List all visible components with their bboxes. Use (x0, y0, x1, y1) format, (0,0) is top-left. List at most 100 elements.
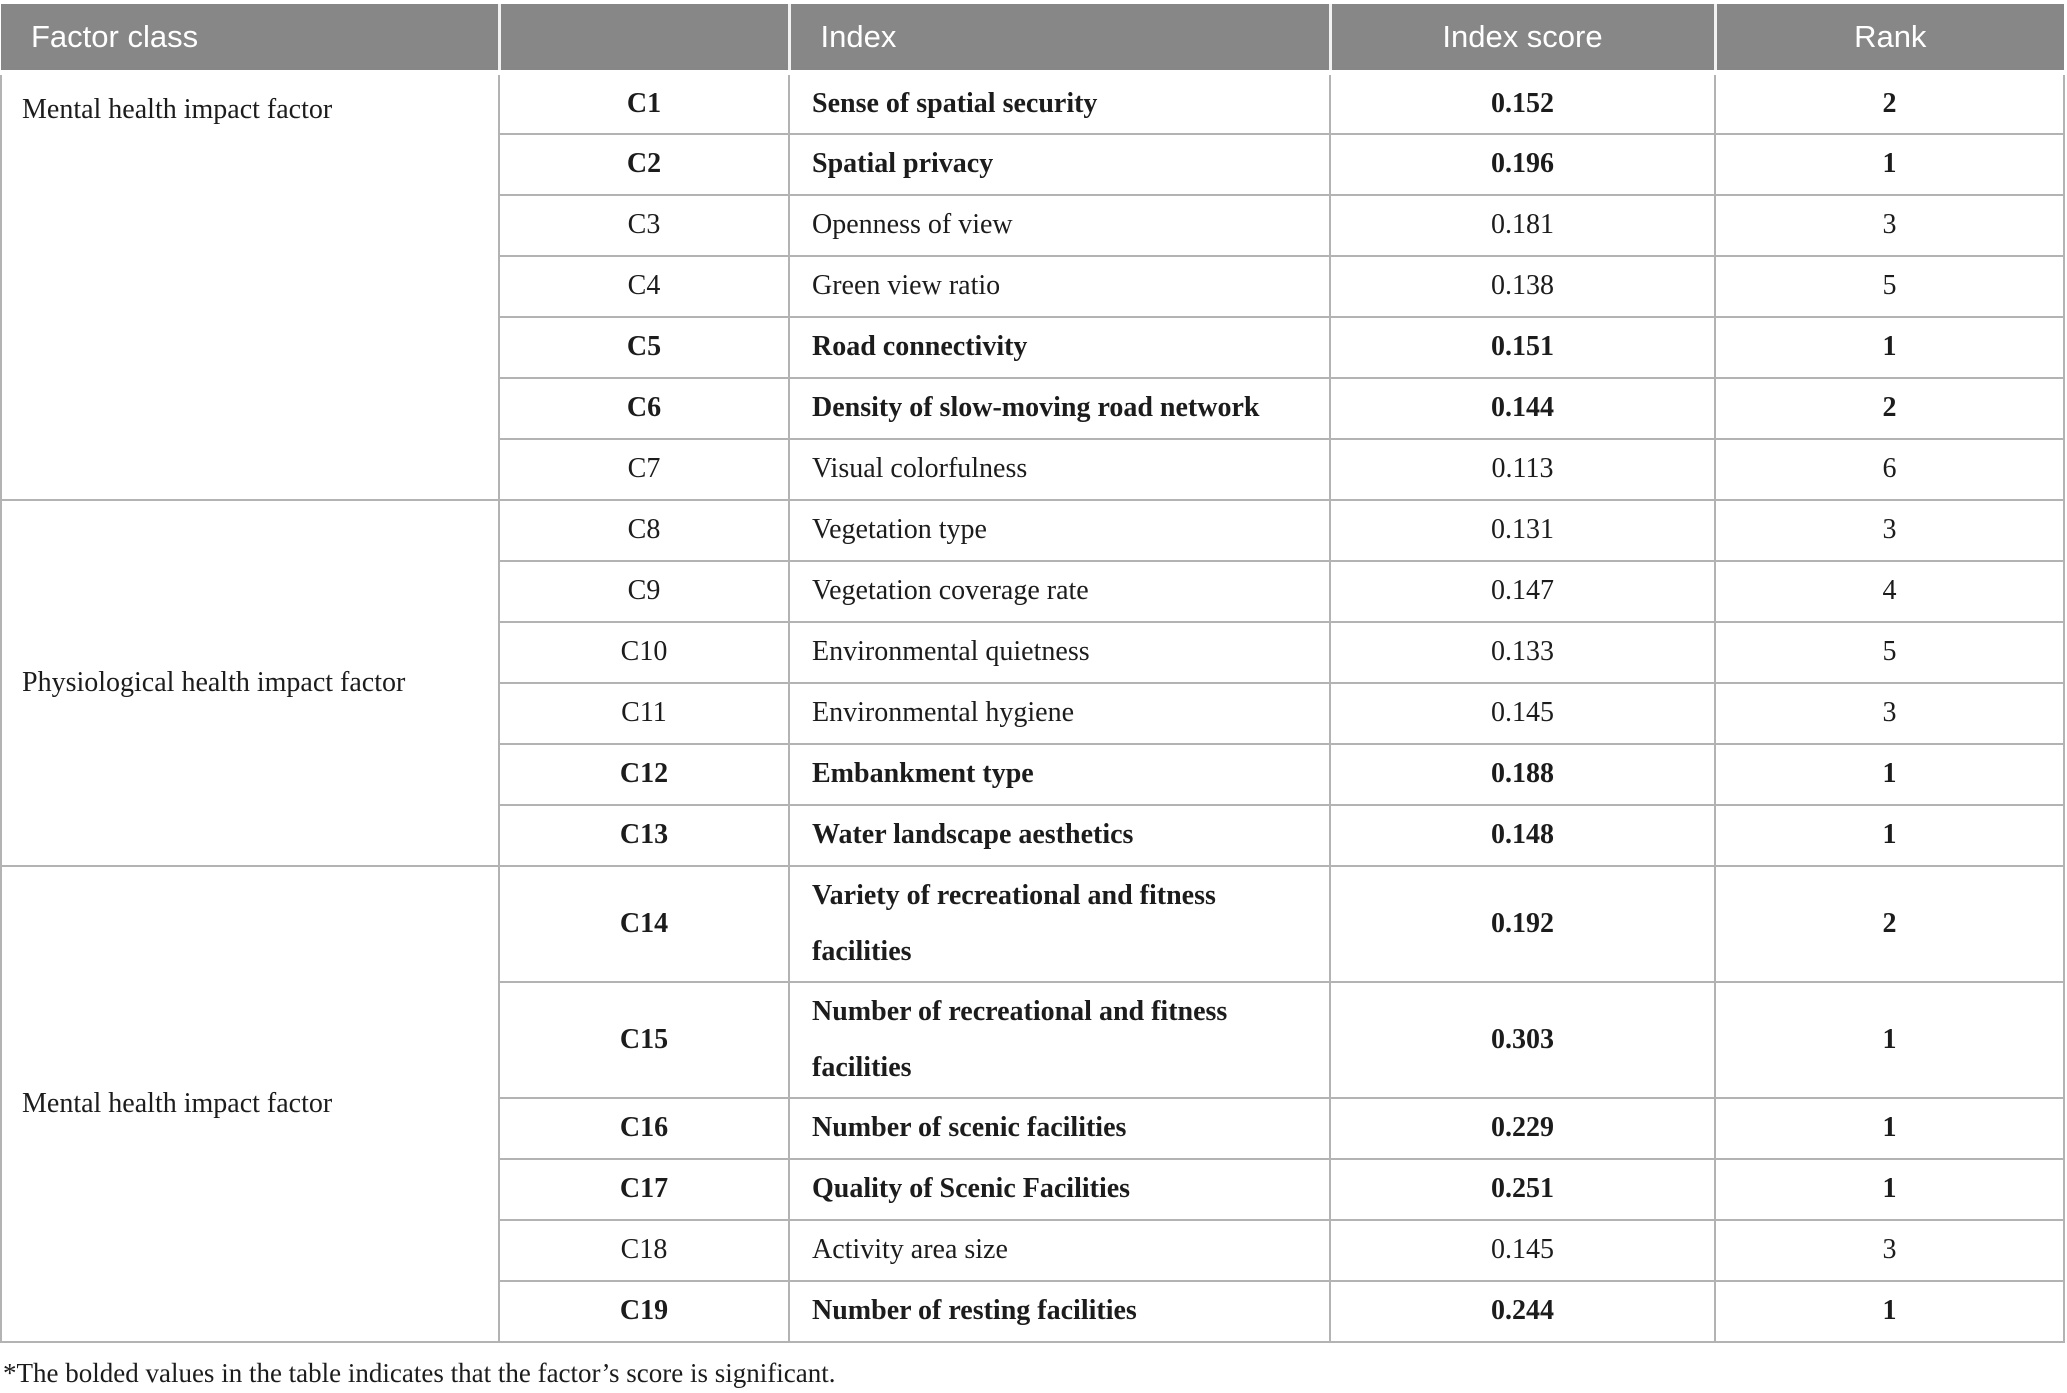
rank-cell: 1 (1714, 980, 2065, 1099)
score-cell: 0.196 (1329, 132, 1716, 196)
code-cell: C11 (498, 681, 790, 745)
code-cell: C17 (498, 1157, 790, 1221)
table-row-c16: C16 Number of scenic facilities 0.229 1 (1, 1096, 2065, 1160)
score-cell: 0.147 (1329, 559, 1716, 623)
rank-cell: 5 (1714, 620, 2065, 684)
index-cell: Embankment type (788, 742, 1331, 806)
table-row-c7: C7 Visual colorfulness 0.113 6 (1, 437, 2065, 501)
table-row-c12: C12 Embankment type 0.188 1 (1, 742, 2065, 806)
table-row-c5: C5 Road connectivity 0.151 1 (1, 315, 2065, 379)
code-cell: C8 (498, 498, 790, 562)
index-cell: Number of scenic facilities (788, 1096, 1331, 1160)
index-cell: Spatial privacy (788, 132, 1331, 196)
score-cell: 0.145 (1329, 681, 1716, 745)
table-row-c10: C10 Environmental quietness 0.133 5 (1, 620, 2065, 684)
score-cell: 0.133 (1329, 620, 1716, 684)
code-cell: C19 (498, 1279, 790, 1343)
score-cell: 0.251 (1329, 1157, 1716, 1221)
rank-cell: 1 (1714, 132, 2065, 196)
rank-cell: 2 (1714, 864, 2065, 983)
score-cell: 0.192 (1329, 864, 1716, 983)
score-cell: 0.144 (1329, 376, 1716, 440)
factor-class-cell: Physiological health impact factor (0, 498, 500, 867)
rank-cell: 2 (1714, 71, 2065, 135)
score-cell: 0.145 (1329, 1218, 1716, 1282)
code-cell: C13 (498, 803, 790, 867)
table-header: Factor class Index Index score Rank (1, 4, 2064, 75)
code-cell: C5 (498, 315, 790, 379)
table-row-c9: C9 Vegetation coverage rate 0.147 4 (1, 559, 2065, 623)
rank-cell: 3 (1714, 681, 2065, 745)
rank-cell: 1 (1714, 742, 2065, 806)
header-row: Factor class Index Index score Rank (1, 4, 2064, 75)
index-cell: Number of recreational and fitness facil… (788, 980, 1331, 1099)
rank-cell: 1 (1714, 1157, 2065, 1221)
code-cell: C7 (498, 437, 790, 501)
index-cell: Visual colorfulness (788, 437, 1331, 501)
rank-cell: 6 (1714, 437, 2065, 501)
score-cell: 0.113 (1329, 437, 1716, 501)
table-row-c13: C13 Water landscape aesthetics 0.148 1 (1, 803, 2065, 867)
table-row-c4: C4 Green view ratio 0.138 5 (1, 254, 2065, 318)
table-row-c1: Mental health impact factor C1 Sense of sp… (0, 71, 2065, 501)
rank-cell: 3 (1714, 193, 2065, 257)
score-cell: 0.229 (1329, 1096, 1716, 1160)
header-cell-index-score: Index score (1328, 4, 1715, 75)
header-cell-rank: Rank (1713, 4, 2064, 75)
score-cell: 0.151 (1329, 315, 1716, 379)
code-cell: C3 (498, 193, 790, 257)
factor-index-table: Factor class Index Index score Rank Ment… (0, 4, 2065, 1343)
rank-cell: 4 (1714, 559, 2065, 623)
index-cell: Openness of view (788, 193, 1331, 257)
score-cell: 0.181 (1329, 193, 1716, 257)
code-cell: C12 (498, 742, 790, 806)
rank-cell: 5 (1714, 254, 2065, 318)
score-cell: 0.244 (1329, 1279, 1716, 1343)
table-row-c19: C19 Number of resting facilities 0.244 1 (1, 1279, 2065, 1343)
code-cell: C1 (498, 71, 790, 135)
score-cell: 0.152 (1329, 71, 1716, 135)
table-body: Mental health impact factor C1 Sense of sp… (0, 71, 2065, 1343)
table-row-c2: C2 Spatial privacy 0.196 1 (1, 132, 2065, 196)
score-cell: 0.148 (1329, 803, 1716, 867)
index-cell: Environmental hygiene (788, 681, 1331, 745)
index-cell: Sense of spatial security (788, 71, 1331, 135)
index-cell: Quality of Scenic Facilities (788, 1157, 1331, 1221)
index-cell: Road connectivity (788, 315, 1331, 379)
table-row-c14: Mental health impact factor C14 Variety of… (0, 864, 2065, 1343)
table-row-c11: C11 Environmental hygiene 0.145 3 (1, 681, 2065, 745)
rank-cell: 1 (1714, 1279, 2065, 1343)
index-cell: Number of resting facilities (788, 1279, 1331, 1343)
header-cell-code (497, 4, 789, 75)
table-row-c15: C15 Number of recreational and fitness fa… (1, 980, 2065, 1099)
header-cell-factor-class: Factor class (1, 4, 499, 75)
rank-cell: 1 (1714, 803, 2065, 867)
table-row-c17: C17 Quality of Scenic Facilities 0.251 1 (1, 1157, 2065, 1221)
index-cell: Density of slow-moving road network (788, 376, 1331, 440)
code-cell: C15 (498, 980, 790, 1099)
rank-cell: 1 (1714, 315, 2065, 379)
index-cell: Variety of recreational and fitness faci… (788, 864, 1331, 983)
rank-cell: 2 (1714, 376, 2065, 440)
score-cell: 0.303 (1329, 980, 1716, 1099)
rank-cell: 3 (1714, 1218, 2065, 1282)
index-cell: Environmental quietness (788, 620, 1331, 684)
rank-cell: 3 (1714, 498, 2065, 562)
rank-cell: 1 (1714, 1096, 2065, 1160)
code-cell: C9 (498, 559, 790, 623)
code-cell: C16 (498, 1096, 790, 1160)
header-cell-index: Index (787, 4, 1330, 75)
code-cell: C4 (498, 254, 790, 318)
table-row-c8: Physiological health impact factor C8 Vege… (0, 498, 2065, 867)
table-footnote: *The bolded values in the table indicate… (3, 1357, 836, 1388)
code-cell: C10 (498, 620, 790, 684)
code-cell: C6 (498, 376, 790, 440)
code-cell: C18 (498, 1218, 790, 1282)
factor-class-cell: Mental health impact factor (0, 71, 500, 501)
table-row-c18: C18 Activity area size 0.145 3 (1, 1218, 2065, 1282)
score-cell: 0.188 (1329, 742, 1716, 806)
index-cell: Activity area size (788, 1218, 1331, 1282)
score-cell: 0.138 (1329, 254, 1716, 318)
index-cell: Vegetation type (788, 498, 1331, 562)
